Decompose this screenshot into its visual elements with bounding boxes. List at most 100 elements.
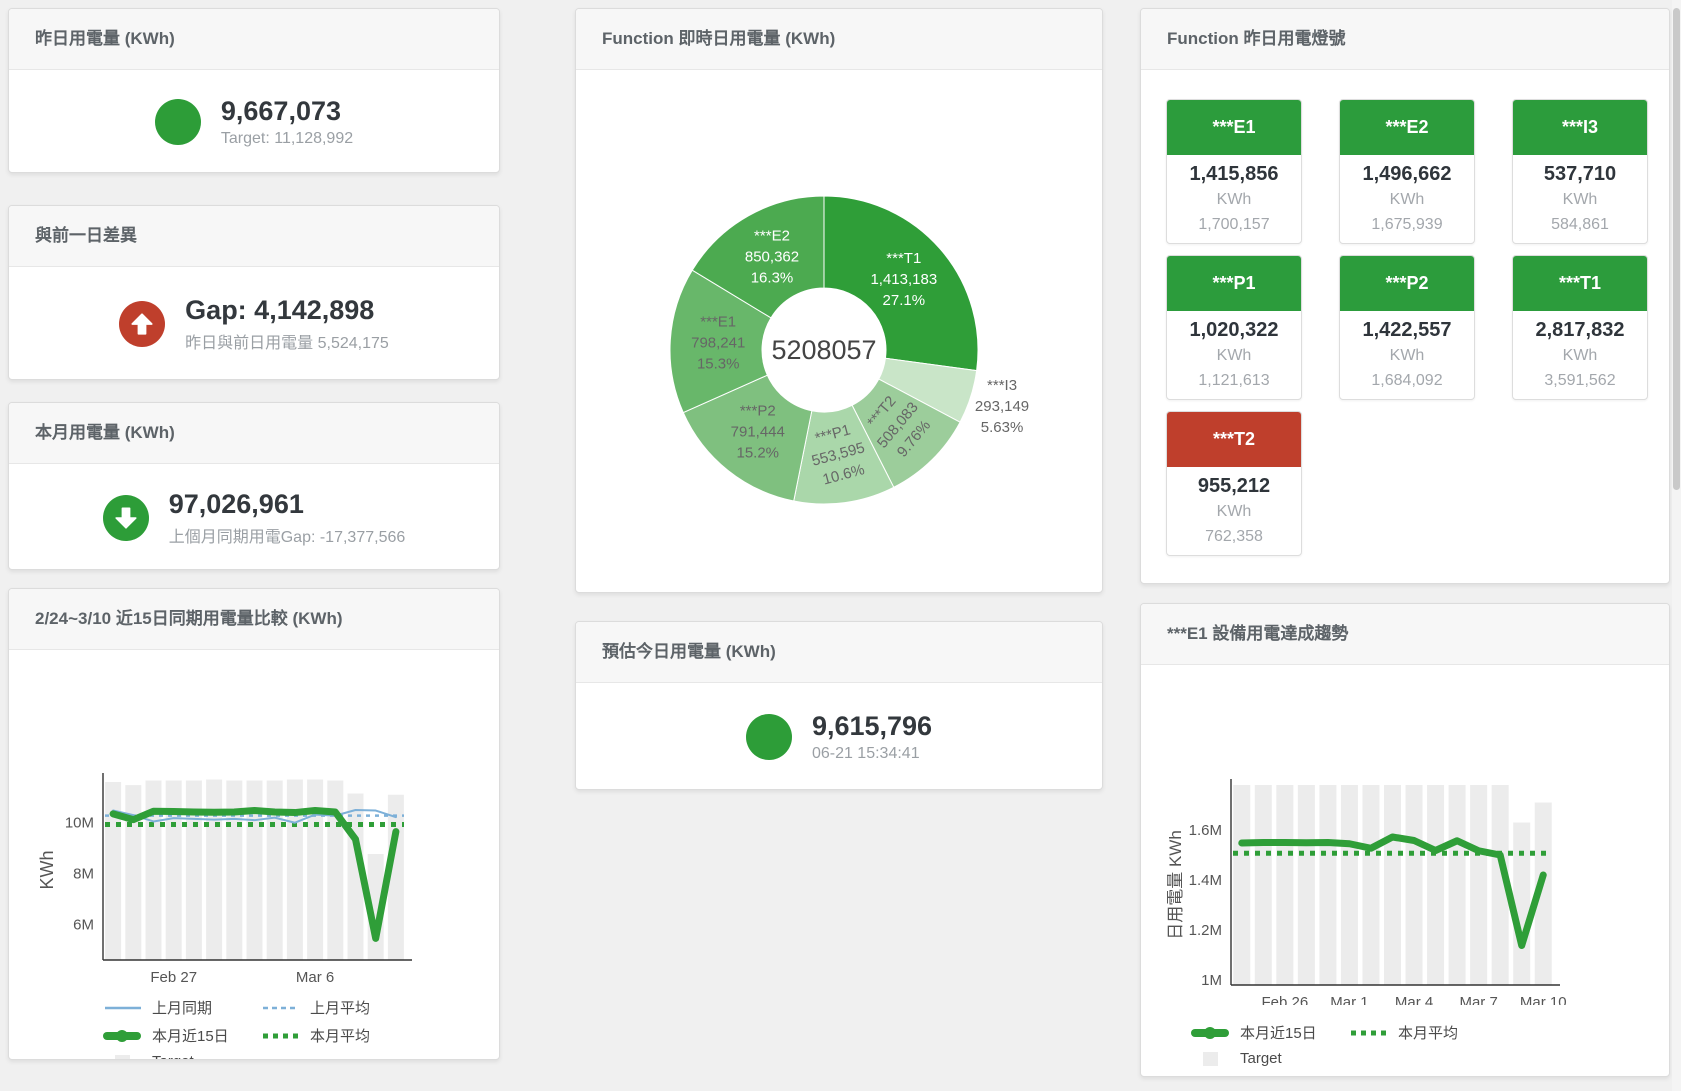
arrow-down-icon — [102, 494, 149, 541]
tile-target-value: 3,591,562 — [1544, 372, 1616, 389]
stat-body: 9,667,073 Target: 11,128,992 — [9, 70, 499, 172]
legend-label: 上月平均 — [310, 1000, 371, 1017]
tile-label: ***T1 — [1513, 256, 1647, 311]
stat-value: 97,026,961 — [168, 488, 304, 519]
target-bar — [307, 779, 324, 960]
y-axis-title: 日用電量 KWh — [1166, 830, 1185, 940]
target-bar — [206, 779, 223, 960]
legend-label: 本月近15日 — [1240, 1025, 1317, 1042]
donut-slice-label: ***P2 791,444 15.2% — [731, 403, 785, 462]
target-bar — [1233, 785, 1251, 985]
stat-subtext: Target: 11,128,992 — [220, 130, 354, 147]
arrow-up-icon — [131, 313, 153, 335]
tile-label: ***E1 — [1167, 100, 1301, 155]
tile-target-value: 1,700,157 — [1198, 216, 1270, 233]
target-bar — [1448, 785, 1466, 985]
card-title: ***E1 設備用電達成趨勢 — [1141, 604, 1669, 665]
legend-dotted-swatch-icon — [263, 1033, 299, 1038]
tile-target-value: 1,675,939 — [1371, 216, 1443, 233]
card-title: 預估今日用電量 (KWh) — [576, 622, 1102, 683]
card-15day-compare-chart: 2/24~3/10 近15日同期用電量比較 (KWh) 6M 8M 10M Feb 2… — [8, 588, 500, 1060]
stat-body: Gap: 4,142,898 昨日與前日用電量 5,524,175 — [9, 267, 499, 379]
status-circle-icon — [745, 714, 792, 760]
donut-slice-label: ***T1 1,413,183 27.1% — [870, 250, 937, 309]
card-title: 本月用電量 (KWh) — [9, 403, 499, 464]
light-tile: ***I3 537,710 KWh 584,861 — [1512, 99, 1648, 244]
target-bar — [327, 780, 344, 960]
tile-target-value: 1,121,613 — [1198, 372, 1270, 389]
target-bar — [266, 780, 283, 960]
y-tick-label: 1.6M — [1189, 822, 1222, 839]
target-bar — [1276, 785, 1294, 985]
vertical-scrollbar-track[interactable] — [1672, 0, 1681, 1091]
tile-label: ***T2 — [1167, 412, 1301, 467]
donut-center-total: 5208057 — [771, 335, 876, 365]
legend-item[interactable]: 本月近15日 — [1191, 1022, 1349, 1043]
x-tick-label: Mar 7 — [1459, 994, 1497, 1005]
card-month-usage: 本月用電量 (KWh) 97,026,961 上個月同期用電Gap: -17,3… — [8, 402, 500, 570]
y-tick-label: 6M — [73, 916, 94, 933]
target-bar — [1491, 785, 1509, 985]
donut-slice-label: ***E2 850,362 16.3% — [745, 228, 799, 287]
stat-text: 97,026,961 上個月同期用電Gap: -17,377,566 — [169, 489, 406, 547]
vertical-scrollbar-thumb[interactable] — [1673, 8, 1680, 490]
legend-line-swatch-icon — [105, 1006, 141, 1009]
target-bar — [1384, 785, 1401, 985]
target-bar — [1427, 785, 1445, 985]
light-tile: ***T2 955,212 KWh 762,358 — [1166, 411, 1302, 556]
x-tick-label: Feb 26 — [1261, 994, 1308, 1005]
tile-target-value: 584,861 — [1551, 216, 1609, 233]
legend-item[interactable]: Target — [103, 1053, 261, 1059]
tile-value: 2,817,832 — [1535, 319, 1625, 341]
card-title: Function 昨日用電燈號 — [1141, 9, 1669, 70]
donut-slice-label: ***E1 798,241 15.3% — [691, 313, 745, 372]
card-title: 昨日用電量 (KWh) — [9, 9, 499, 70]
tile-value: 1,496,662 — [1362, 163, 1452, 185]
light-tile: ***E2 1,496,662 KWh 1,675,939 — [1339, 99, 1475, 244]
arrow-up-icon — [119, 301, 166, 347]
donut-slice — [691, 195, 825, 319]
tile-label: ***P1 — [1167, 256, 1301, 311]
card-yesterday-lights: Function 昨日用電燈號 ***E1 1,415,856 KWh 1,700,1… — [1140, 8, 1670, 584]
legend-item[interactable]: 上月同期 — [103, 997, 261, 1018]
stat-value: 9,615,796 — [811, 711, 933, 741]
legend-item[interactable]: 本月平均 — [1349, 1022, 1458, 1043]
target-bar — [1297, 785, 1315, 985]
legend-box-swatch-icon — [115, 1054, 130, 1059]
card-yesterday-usage: 昨日用電量 (KWh) 9,667,073 Target: 11,128,992 — [8, 8, 500, 173]
legend-item[interactable]: Target — [1191, 1050, 1349, 1067]
donut-slice-label: ***I3 293,149 5.63% — [975, 377, 1029, 436]
target-bar — [1340, 785, 1358, 985]
legend-item[interactable]: 本月平均 — [261, 1025, 370, 1046]
tile-label: ***E2 — [1340, 100, 1474, 155]
stat-value: 9,667,073 — [220, 96, 341, 126]
light-tile: ***T1 2,817,832 KWh 3,591,562 — [1512, 255, 1648, 400]
donut-slice — [682, 374, 813, 502]
series-line — [1238, 833, 1547, 949]
legend-label: 本月平均 — [1398, 1025, 1459, 1042]
light-tile: ***P2 1,422,557 KWh 1,684,092 — [1339, 255, 1475, 400]
card-title: Function 即時日用電量 (KWh) — [576, 9, 1102, 70]
y-tick-label: 1.2M — [1189, 922, 1222, 939]
target-bar — [1362, 785, 1380, 985]
function-usage-donut-chart: ***T1 1,413,183 27.1%***I3 293,149 5.63%***T… — [669, 195, 1029, 505]
target-bar — [1534, 802, 1552, 985]
stat-text: 9,615,796 06-21 15:34:41 — [812, 711, 932, 763]
series-line — [112, 809, 397, 824]
tile-unit: KWh — [1216, 503, 1252, 520]
legend-thick-swatch-icon — [103, 1029, 141, 1042]
legend-item[interactable]: 本月近15日 — [103, 1025, 261, 1046]
tile-unit: KWh — [1216, 347, 1252, 364]
y-tick-label: 1M — [1201, 972, 1222, 989]
legend-dashed-swatch-icon — [263, 1006, 299, 1009]
arrow-down-icon — [115, 506, 137, 529]
legend-item[interactable]: 上月平均 — [261, 997, 370, 1018]
series-line — [109, 807, 400, 942]
target-bar — [1319, 785, 1337, 985]
y-tick-label: 10M — [65, 815, 94, 832]
tile-target-value: 762,358 — [1205, 528, 1263, 545]
tile-value: 537,710 — [1543, 163, 1617, 185]
legend-label: 本月平均 — [310, 1028, 371, 1045]
